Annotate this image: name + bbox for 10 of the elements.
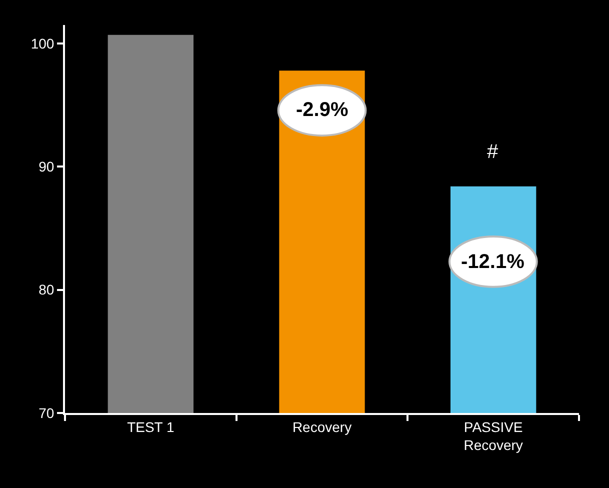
- x-tick-label: PASSIVE Recovery: [464, 418, 523, 453]
- y-tick-label: 100: [30, 35, 54, 52]
- annotation: -12.1%: [461, 251, 525, 273]
- annotation: #: [487, 141, 499, 163]
- annotation: -2.9%: [296, 99, 348, 121]
- y-tick-label: 90: [38, 158, 54, 175]
- y-tick-label: 70: [38, 404, 54, 421]
- x-tick-label: Recovery: [292, 418, 352, 435]
- y-tick-label: 80: [38, 282, 54, 298]
- x-tick-label: TEST 1: [127, 418, 174, 435]
